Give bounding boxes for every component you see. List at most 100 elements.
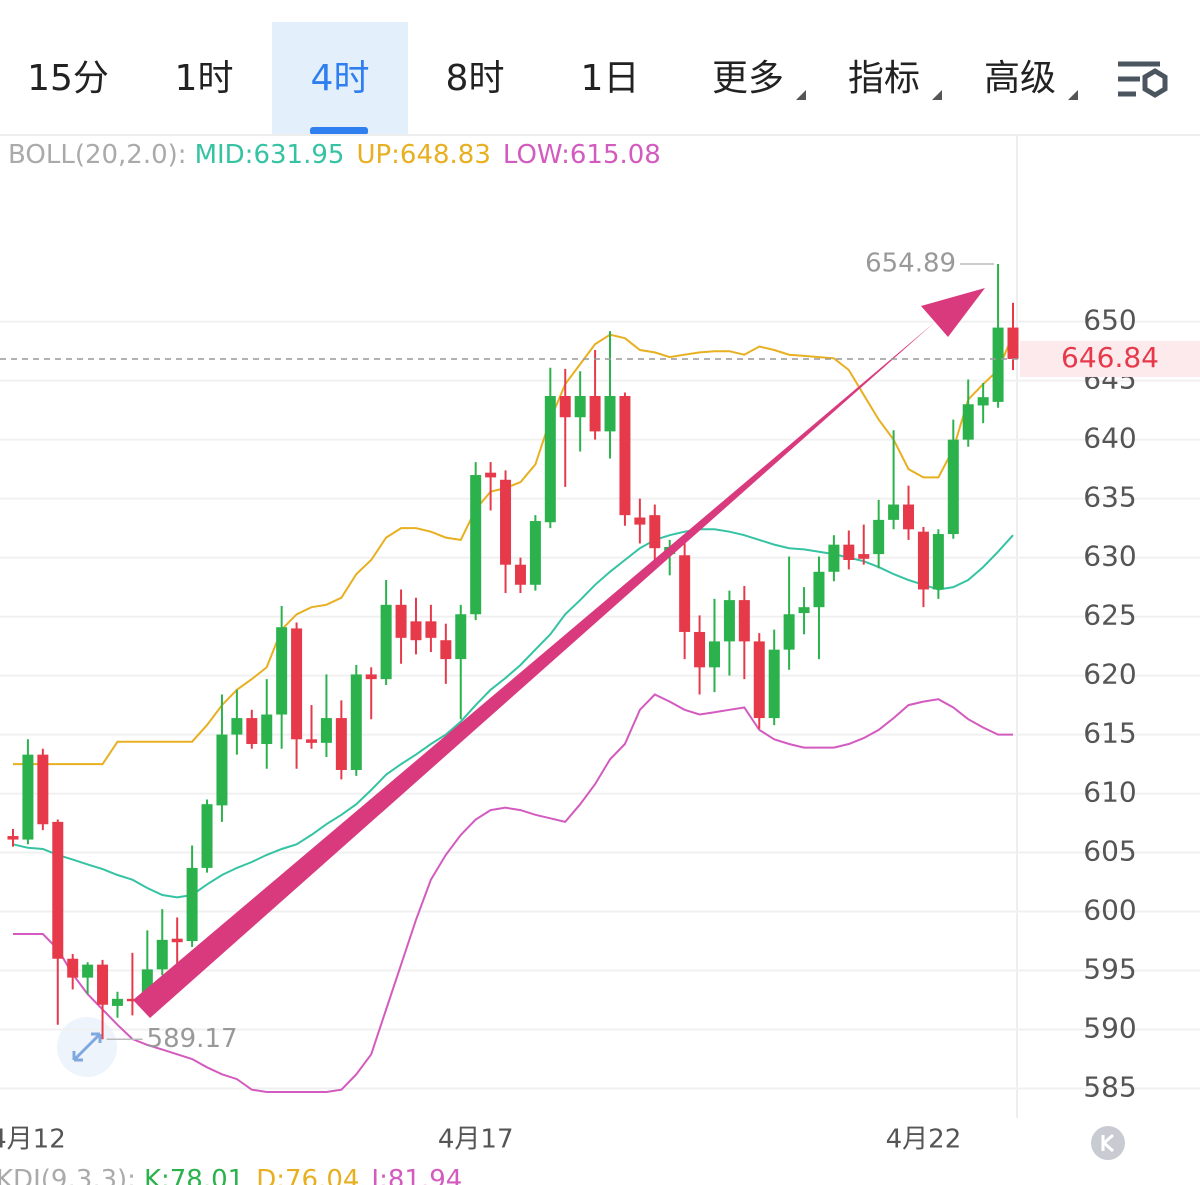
candle-body xyxy=(425,621,437,638)
candle-body xyxy=(141,969,153,1001)
kdj-legend: KDJ(9,3,3): K:78.01 D:76.04 J:81.94 xyxy=(0,1165,462,1185)
candle-body xyxy=(201,804,213,868)
candle-body xyxy=(22,754,34,840)
tab[interactable]: 1时 xyxy=(175,58,234,99)
y-tick-label: 640 xyxy=(1083,422,1136,455)
tab[interactable]: 高级 xyxy=(984,58,1056,99)
candle-body xyxy=(723,600,735,642)
candle-body xyxy=(410,621,422,641)
selected-tab-bg xyxy=(272,22,408,135)
tab[interactable]: 1日 xyxy=(581,58,640,99)
candle-body xyxy=(216,734,228,806)
candle-body xyxy=(514,564,526,585)
candle-body xyxy=(500,479,512,565)
candle-body xyxy=(589,396,601,432)
tab[interactable]: 更多 xyxy=(712,58,784,99)
x-tick-label: 4月17 xyxy=(438,1125,514,1155)
boll-label: BOLL(20,2.0): xyxy=(8,140,187,170)
candle-body xyxy=(783,614,795,650)
candle-body xyxy=(708,641,720,668)
y-tick-label: 620 xyxy=(1083,658,1136,691)
last-price-label: 646.84 xyxy=(1061,341,1159,374)
boll-legend: BOLL(20,2.0): MID:631.95 UP:648.83 LOW:615.… xyxy=(8,140,661,170)
candle-body xyxy=(947,439,959,535)
y-tick-label: 625 xyxy=(1083,599,1136,632)
kdj-item: J:81.94 xyxy=(369,1165,462,1185)
candle-body xyxy=(171,938,183,943)
candle-body xyxy=(813,571,825,608)
plot: 5855905956006056106156206256306356406456… xyxy=(0,263,1200,1155)
candle-body xyxy=(694,631,706,668)
legend-item: UP:648.83 xyxy=(356,140,490,170)
y-tick-label: 600 xyxy=(1083,894,1136,927)
candle-body xyxy=(261,714,273,745)
candle-body xyxy=(365,674,377,680)
tab[interactable]: 15分 xyxy=(27,58,109,99)
kdj-value: 76.04 xyxy=(285,1165,359,1185)
candle-body xyxy=(111,998,123,1006)
candle-body xyxy=(679,555,691,632)
tab[interactable]: 8时 xyxy=(446,58,505,99)
candle-body xyxy=(649,515,661,549)
candle-body xyxy=(52,821,64,959)
candle-body xyxy=(395,604,407,638)
candle-body xyxy=(335,718,347,770)
y-tick-label: 615 xyxy=(1083,717,1136,750)
candle-body xyxy=(903,504,915,530)
y-tick-label: 590 xyxy=(1083,1012,1136,1045)
y-tick-label: 605 xyxy=(1083,835,1136,868)
candle-body xyxy=(306,739,318,743)
candle-body xyxy=(634,517,646,525)
candle-body xyxy=(529,521,541,585)
candle-body xyxy=(828,544,840,572)
expand-icon[interactable] xyxy=(57,1017,117,1077)
selected-tab-indicator xyxy=(310,127,368,135)
candle-body xyxy=(798,607,810,614)
candle-body xyxy=(992,327,1004,402)
candle-body xyxy=(97,964,109,1005)
kdj-item: K:78.01 xyxy=(144,1165,244,1185)
candle-body xyxy=(246,718,258,745)
candle-body xyxy=(276,627,288,715)
candle-body xyxy=(619,396,631,516)
kdj-item: D:76.04 xyxy=(256,1165,359,1185)
candle-body xyxy=(574,396,586,418)
legend-item: LOW:615.08 xyxy=(503,140,661,170)
x-tick-label: 4月22 xyxy=(886,1125,962,1155)
candle-body xyxy=(440,640,452,660)
tab[interactable]: 指标 xyxy=(848,58,920,99)
candle-body xyxy=(768,649,780,719)
candle-body xyxy=(888,504,900,520)
overlay: 646.84 654.89 589.17 xyxy=(0,248,1200,1054)
candle-body xyxy=(186,867,198,942)
legend-name: LOW: xyxy=(503,140,570,170)
candle-body xyxy=(470,475,482,615)
boll-line xyxy=(13,693,1013,1093)
last-price-box xyxy=(1020,340,1200,377)
candle-body xyxy=(231,718,243,735)
legend-item: MID:631.95 xyxy=(195,140,345,170)
tab[interactable]: 4时 xyxy=(311,58,370,99)
settings-icon[interactable] xyxy=(1118,61,1168,98)
dropdown-caret xyxy=(1068,90,1078,100)
trend-arrow xyxy=(133,288,985,1018)
candle-body xyxy=(37,754,49,825)
candle-body xyxy=(485,472,497,478)
candle-body xyxy=(126,998,138,1002)
kdj-name: D: xyxy=(256,1165,285,1185)
candle-body xyxy=(320,718,332,743)
y-tick-label: 630 xyxy=(1083,540,1136,573)
candle-body xyxy=(858,554,870,559)
y-tick-label: 585 xyxy=(1083,1071,1136,1104)
candle-body xyxy=(7,836,19,840)
candle-body xyxy=(350,674,362,770)
candle-body xyxy=(380,604,392,680)
x-tick-label: 4月12 xyxy=(0,1125,66,1155)
candle-body xyxy=(917,531,929,590)
kdj-value: 81.94 xyxy=(388,1165,462,1185)
candle-body xyxy=(843,544,855,560)
kdj-name: J: xyxy=(369,1165,387,1185)
candle-body xyxy=(753,641,765,719)
kline-icon[interactable] xyxy=(1091,1126,1125,1160)
